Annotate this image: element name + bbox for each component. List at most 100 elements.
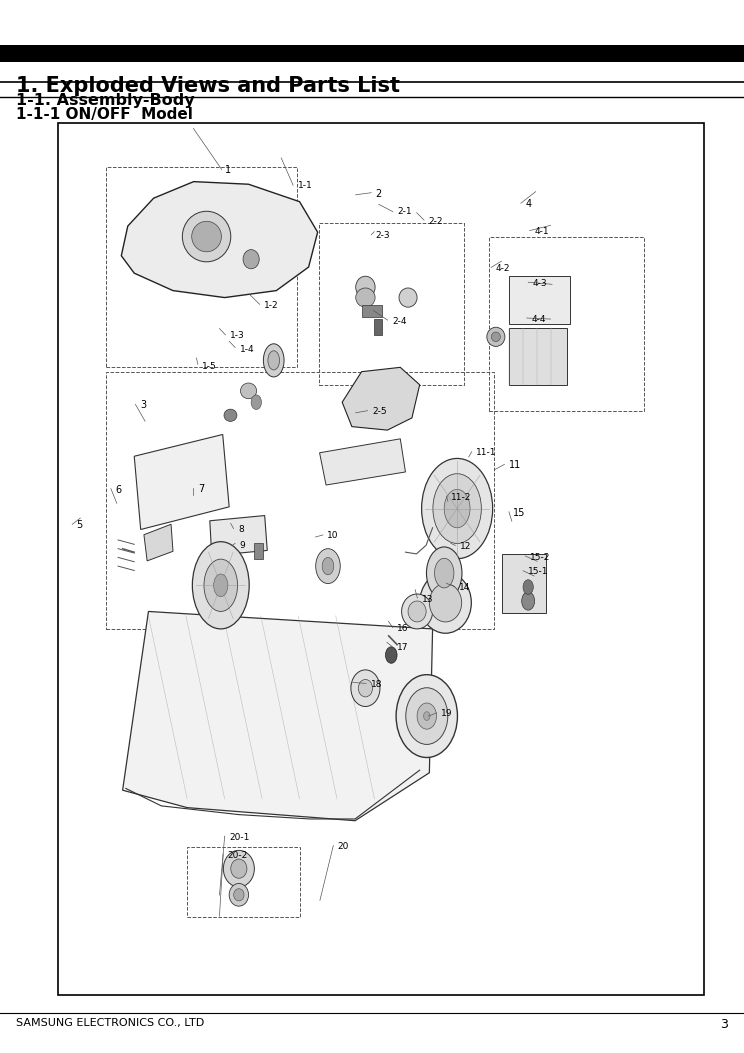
Text: 5: 5	[77, 520, 83, 531]
Text: 2: 2	[376, 188, 382, 199]
Ellipse shape	[223, 851, 254, 887]
Polygon shape	[123, 612, 432, 820]
Ellipse shape	[422, 458, 493, 559]
Ellipse shape	[417, 703, 437, 729]
Ellipse shape	[315, 549, 340, 583]
Text: 2-3: 2-3	[376, 232, 391, 240]
Text: 20-1: 20-1	[229, 833, 249, 841]
Text: 1. Exploded Views and Parts List: 1. Exploded Views and Parts List	[16, 76, 400, 96]
Ellipse shape	[444, 490, 470, 528]
Circle shape	[385, 647, 397, 663]
Text: 1-4: 1-4	[240, 345, 254, 354]
Ellipse shape	[192, 221, 222, 252]
Bar	[106, 166, 297, 367]
Text: 11-1: 11-1	[476, 449, 497, 457]
Text: 13: 13	[422, 595, 433, 603]
Text: 15-1: 15-1	[527, 568, 548, 576]
Ellipse shape	[240, 383, 257, 399]
Ellipse shape	[229, 883, 248, 907]
Circle shape	[251, 395, 261, 410]
Ellipse shape	[322, 557, 334, 575]
Text: 12: 12	[460, 542, 471, 551]
Text: 11-2: 11-2	[451, 493, 471, 501]
Ellipse shape	[429, 583, 461, 622]
Ellipse shape	[243, 250, 259, 269]
Text: 1-1: 1-1	[298, 181, 312, 190]
Ellipse shape	[402, 594, 432, 629]
Polygon shape	[342, 367, 420, 430]
Polygon shape	[134, 435, 229, 530]
Ellipse shape	[356, 276, 375, 298]
Ellipse shape	[399, 287, 417, 307]
Text: 19: 19	[441, 710, 452, 718]
Polygon shape	[144, 524, 173, 561]
Bar	[106, 372, 494, 629]
Ellipse shape	[204, 559, 237, 612]
Bar	[187, 847, 300, 916]
Circle shape	[522, 592, 535, 610]
Text: 17: 17	[397, 643, 408, 652]
Text: 4-1: 4-1	[534, 227, 549, 236]
Ellipse shape	[224, 410, 237, 421]
Ellipse shape	[356, 287, 375, 307]
Ellipse shape	[263, 343, 284, 377]
Text: 2-4: 2-4	[392, 317, 406, 325]
Bar	[0, 44, 744, 61]
Text: 18: 18	[371, 680, 382, 689]
Text: 20-2: 20-2	[228, 851, 248, 859]
Text: 4-2: 4-2	[496, 264, 510, 273]
Bar	[502, 554, 546, 613]
Ellipse shape	[433, 474, 481, 543]
Ellipse shape	[426, 547, 462, 599]
Text: 9: 9	[240, 541, 246, 550]
Text: 2-2: 2-2	[429, 217, 443, 225]
Text: 4: 4	[525, 199, 531, 210]
Ellipse shape	[193, 541, 249, 629]
Polygon shape	[210, 516, 267, 556]
Text: 15: 15	[513, 508, 526, 518]
Ellipse shape	[405, 688, 448, 744]
Text: 1-2: 1-2	[264, 301, 279, 310]
Text: 1-3: 1-3	[230, 332, 245, 340]
Text: 1: 1	[225, 164, 231, 175]
Bar	[362, 304, 382, 317]
Bar	[254, 543, 263, 559]
Text: SAMSUNG ELECTRONICS CO., LTD: SAMSUNG ELECTRONICS CO., LTD	[16, 1018, 205, 1028]
Ellipse shape	[396, 675, 458, 757]
Text: 2-5: 2-5	[372, 408, 387, 416]
Text: 8: 8	[238, 525, 244, 534]
Ellipse shape	[434, 558, 454, 588]
Bar	[374, 319, 382, 335]
Text: 2-1: 2-1	[397, 207, 412, 216]
Text: 3: 3	[719, 1018, 728, 1031]
Ellipse shape	[408, 601, 426, 622]
Text: 20: 20	[338, 842, 349, 851]
Ellipse shape	[423, 712, 430, 720]
Text: 6: 6	[115, 484, 121, 495]
Ellipse shape	[351, 670, 380, 707]
Polygon shape	[121, 181, 318, 298]
Ellipse shape	[487, 327, 505, 346]
Ellipse shape	[268, 351, 280, 370]
Text: 16: 16	[397, 624, 408, 633]
Ellipse shape	[420, 572, 472, 633]
Ellipse shape	[182, 212, 231, 262]
Ellipse shape	[214, 574, 228, 597]
Text: 14: 14	[459, 583, 470, 592]
Text: 11: 11	[509, 460, 521, 471]
Bar	[509, 329, 567, 384]
Circle shape	[523, 580, 533, 594]
Bar	[58, 123, 704, 995]
Ellipse shape	[491, 332, 501, 341]
Bar	[509, 276, 570, 323]
Ellipse shape	[231, 859, 247, 878]
Text: 1-5: 1-5	[202, 362, 217, 371]
Polygon shape	[320, 439, 405, 485]
Bar	[490, 237, 644, 411]
Ellipse shape	[234, 889, 244, 901]
Text: 1-1. Assembly-Body: 1-1. Assembly-Body	[16, 93, 195, 107]
Ellipse shape	[359, 679, 373, 697]
Text: 1-1-1 ON/OFF  Model: 1-1-1 ON/OFF Model	[16, 107, 193, 122]
Bar	[319, 223, 464, 384]
Text: 4-3: 4-3	[533, 279, 548, 287]
